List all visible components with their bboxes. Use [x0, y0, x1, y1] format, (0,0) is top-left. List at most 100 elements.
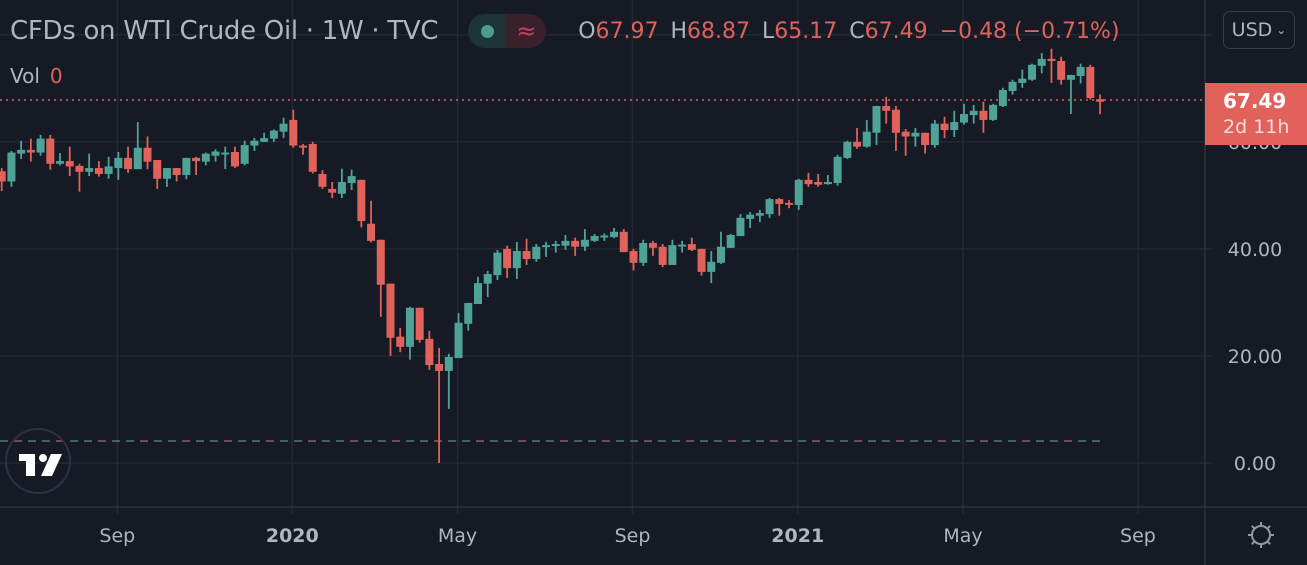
candle-body: [736, 217, 745, 237]
candle-body: [85, 168, 94, 172]
currency-button[interactable]: USD ⌄: [1223, 11, 1295, 49]
candle: [755, 209, 764, 223]
candle-body: [726, 234, 735, 248]
last-price-label: 67.49 2d 11h: [1205, 83, 1307, 145]
candle-body: [318, 173, 327, 187]
candle: [65, 146, 74, 177]
candle: [891, 105, 900, 151]
candle-body: [269, 130, 278, 139]
candle-body: [386, 283, 395, 338]
x-tick-label: 2021: [771, 525, 824, 547]
y-tick-label: 40.00: [1228, 239, 1282, 261]
candle-body: [211, 151, 220, 156]
candle: [736, 214, 745, 237]
candle-body: [998, 89, 1007, 106]
volume-legend[interactable]: Vol 0: [10, 64, 63, 88]
candle: [911, 127, 920, 147]
candle: [600, 233, 609, 241]
market-open-dot-icon[interactable]: [468, 14, 507, 48]
tradingview-logo-icon[interactable]: [5, 428, 71, 494]
ohlc-low: L65.17: [762, 18, 838, 44]
candle-body: [600, 235, 609, 238]
candle: [794, 178, 803, 210]
candle: [998, 87, 1007, 108]
candle-body: [133, 147, 142, 170]
candle: [143, 136, 152, 170]
candle: [0, 168, 6, 192]
last-price-value: 67.49: [1223, 89, 1287, 113]
candle-body: [1057, 61, 1066, 80]
candle: [590, 233, 599, 242]
candle-body: [337, 181, 346, 194]
candle: [308, 141, 317, 174]
candle: [697, 248, 706, 276]
candle-body: [571, 240, 580, 247]
candle: [75, 163, 84, 192]
candle: [367, 200, 376, 243]
candle-body: [153, 160, 162, 179]
candle: [512, 241, 521, 279]
candle: [872, 105, 881, 146]
candle: [853, 127, 862, 149]
status-pill[interactable]: ≈: [468, 14, 547, 48]
candle-body: [678, 244, 687, 247]
candle-body: [532, 246, 541, 260]
candle-body: [1028, 64, 1037, 80]
candle: [425, 330, 434, 370]
ohlc-open: O67.97: [578, 18, 659, 44]
candle: [36, 134, 45, 156]
candle-body: [308, 143, 317, 172]
candle-body: [561, 240, 570, 246]
ohlc-close: C67.49: [849, 18, 928, 44]
candle: [959, 103, 968, 125]
x-tick-label: Sep: [1120, 525, 1156, 547]
candle: [1066, 74, 1075, 115]
candle-body: [182, 157, 191, 176]
candle-body: [823, 181, 832, 185]
candle-body: [444, 357, 453, 371]
candle: [299, 143, 308, 155]
candle-body: [473, 283, 482, 305]
candle-body: [1086, 66, 1095, 98]
candle-body: [1018, 78, 1027, 83]
candle: [318, 170, 327, 189]
candle-body: [143, 147, 152, 162]
candle-body: [396, 336, 405, 347]
candle-body: [279, 123, 288, 132]
symbol-title[interactable]: CFDs on WTI Crude Oil · 1W · TVC: [10, 16, 439, 46]
settings-gear-icon[interactable]: [1245, 519, 1277, 555]
candle-body: [580, 239, 589, 247]
delayed-data-icon[interactable]: ≈: [506, 14, 547, 48]
candle: [843, 140, 852, 159]
y-tick-label: 20.00: [1228, 346, 1282, 368]
candle: [882, 96, 891, 124]
candle-body: [1096, 99, 1105, 102]
candle-body: [124, 157, 133, 170]
candle-body: [512, 251, 521, 269]
candle: [26, 138, 35, 162]
candle: [85, 153, 94, 177]
candle: [765, 198, 774, 218]
candle-body: [503, 248, 512, 269]
candle: [532, 244, 541, 262]
candle: [833, 154, 842, 186]
candle: [629, 248, 638, 271]
x-tick-label: 2020: [266, 525, 319, 547]
candle: [435, 347, 444, 463]
candle-body: [1037, 58, 1046, 66]
candle: [551, 240, 560, 253]
candle-body: [36, 138, 45, 153]
candle-body: [1076, 66, 1085, 77]
candle: [1057, 56, 1066, 85]
time-axis[interactable]: Sep 2020 May Sep 2021 May Sep: [99, 525, 1155, 547]
candle-body: [357, 179, 366, 222]
candle-body: [17, 149, 26, 154]
candle-body: [415, 307, 424, 340]
candle: [328, 181, 337, 199]
candle-body: [192, 157, 201, 162]
candle-body: [814, 181, 823, 185]
x-tick-label: Sep: [99, 525, 135, 547]
candle-body: [639, 242, 648, 263]
